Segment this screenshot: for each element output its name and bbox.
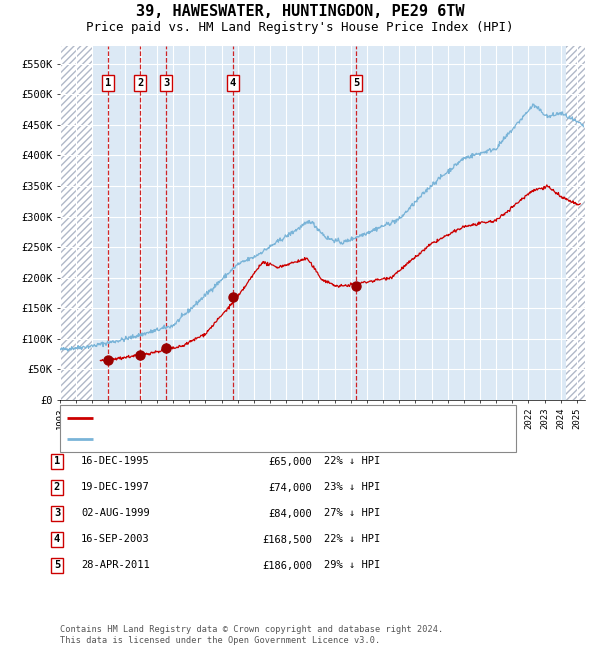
Text: 4: 4 — [54, 534, 60, 545]
Text: 22% ↓ HPI: 22% ↓ HPI — [324, 534, 380, 545]
Text: 23% ↓ HPI: 23% ↓ HPI — [324, 482, 380, 493]
Text: 16-DEC-1995: 16-DEC-1995 — [81, 456, 150, 467]
Text: 3: 3 — [54, 508, 60, 519]
Text: £186,000: £186,000 — [262, 560, 312, 571]
Text: 19-DEC-1997: 19-DEC-1997 — [81, 482, 150, 493]
Text: 39, HAWESWATER, HUNTINGDON, PE29 6TW: 39, HAWESWATER, HUNTINGDON, PE29 6TW — [136, 4, 464, 19]
Text: 28-APR-2011: 28-APR-2011 — [81, 560, 150, 571]
Text: 1: 1 — [54, 456, 60, 467]
Text: £65,000: £65,000 — [268, 456, 312, 467]
Text: 27% ↓ HPI: 27% ↓ HPI — [324, 508, 380, 519]
Text: Price paid vs. HM Land Registry's House Price Index (HPI): Price paid vs. HM Land Registry's House … — [86, 21, 514, 34]
Text: 2: 2 — [137, 78, 143, 88]
Text: 29% ↓ HPI: 29% ↓ HPI — [324, 560, 380, 571]
Bar — [60, 46, 92, 400]
Text: £84,000: £84,000 — [268, 508, 312, 519]
Text: 02-AUG-1999: 02-AUG-1999 — [81, 508, 150, 519]
Text: £74,000: £74,000 — [268, 482, 312, 493]
Text: 39, HAWESWATER, HUNTINGDON, PE29 6TW (detached house): 39, HAWESWATER, HUNTINGDON, PE29 6TW (de… — [96, 413, 414, 423]
Text: 22% ↓ HPI: 22% ↓ HPI — [324, 456, 380, 467]
Text: 4: 4 — [230, 78, 236, 88]
Text: £168,500: £168,500 — [262, 534, 312, 545]
Bar — [566, 46, 585, 400]
Text: 1: 1 — [104, 78, 111, 88]
Text: 3: 3 — [163, 78, 169, 88]
Text: 16-SEP-2003: 16-SEP-2003 — [81, 534, 150, 545]
Text: 5: 5 — [54, 560, 60, 571]
Text: 5: 5 — [353, 78, 359, 88]
Text: HPI: Average price, detached house, Huntingdonshire: HPI: Average price, detached house, Hunt… — [96, 434, 402, 444]
Text: Contains HM Land Registry data © Crown copyright and database right 2024.
This d: Contains HM Land Registry data © Crown c… — [60, 625, 443, 645]
Text: 2: 2 — [54, 482, 60, 493]
